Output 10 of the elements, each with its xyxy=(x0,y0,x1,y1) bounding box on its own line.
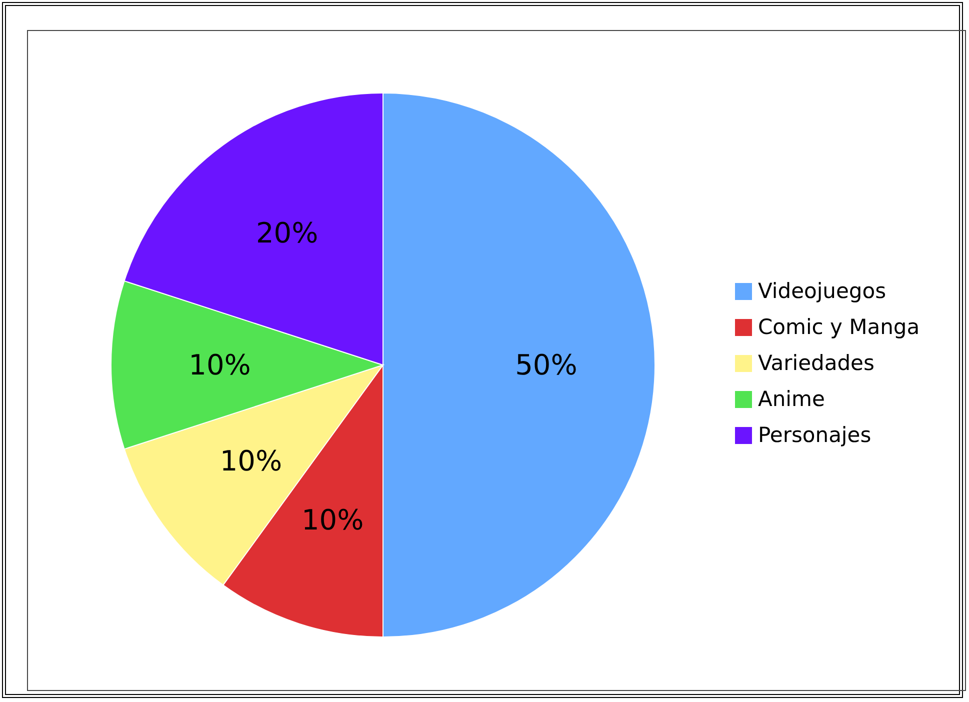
legend-label: Variedades xyxy=(758,350,874,377)
legend-label: Personajes xyxy=(758,422,872,449)
legend-label: Comic y Manga xyxy=(758,314,920,341)
data-label: 50% xyxy=(515,348,578,382)
data-label: 10% xyxy=(188,348,251,382)
data-label: 20% xyxy=(256,216,318,250)
data-label: 10% xyxy=(301,504,364,537)
legend-label: Anime xyxy=(758,386,825,413)
data-label: 10% xyxy=(220,444,282,478)
legend-label: Videojuegos xyxy=(758,278,886,305)
